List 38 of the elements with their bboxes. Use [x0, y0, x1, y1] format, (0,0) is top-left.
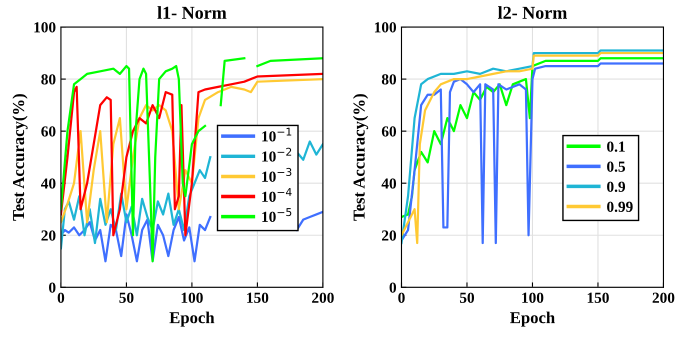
x-tick-label: 100	[522, 292, 544, 303]
x-tick-label: 50	[119, 292, 134, 303]
y-axis-title: Test Accuracy(%)	[12, 94, 28, 221]
x-tick-label: 200	[652, 292, 674, 303]
x-tick-label: 0	[58, 292, 64, 303]
legend-label: 0.99	[607, 202, 633, 212]
x-tick-label: 100	[182, 292, 203, 303]
legend-label: 10$^{−1}$	[262, 128, 292, 142]
y-axis-title: Test Accuracy(%)	[352, 94, 368, 221]
y-tick-label: 0	[49, 282, 56, 293]
y-tick-label: 20	[41, 230, 56, 241]
x-tick-label: 150	[588, 292, 609, 303]
y-tick-label: 100	[374, 22, 396, 32]
y-tick-label: 80	[382, 74, 396, 85]
y-tick-label: 40	[382, 178, 396, 189]
chart-title: l2- Norm	[498, 6, 568, 19]
x-tick-label: 150	[247, 292, 268, 303]
y-tick-label: 40	[41, 178, 56, 189]
x-tick-label: 0	[398, 292, 405, 303]
y-tick-label: 60	[382, 126, 396, 137]
line-series	[401, 57, 664, 218]
chart-title: l1- Norm	[157, 6, 226, 19]
y-tick-label: 80	[41, 74, 56, 85]
y-tick-label: 60	[41, 126, 56, 137]
y-tick-label: 0	[390, 282, 396, 293]
series-label: 10$^{−2}$	[262, 148, 292, 162]
legend-label: 10$^{−3}$	[262, 168, 292, 182]
x-tick-label: 50	[460, 292, 474, 303]
x-tick-label: 200	[312, 292, 334, 303]
legend-label: 10$^{−4}$	[262, 188, 292, 202]
legend-label: 0.5	[607, 162, 626, 172]
x-axis-title: Epoch	[510, 312, 555, 327]
y-tick-label: 100	[34, 22, 56, 32]
x-axis-title: Epoch	[170, 312, 214, 327]
legend-label: 0.9	[607, 182, 626, 192]
legend-label: 10$^{−5}$	[262, 208, 292, 222]
y-tick-label: 20	[382, 230, 396, 241]
legend-label: 0.1	[607, 141, 625, 152]
